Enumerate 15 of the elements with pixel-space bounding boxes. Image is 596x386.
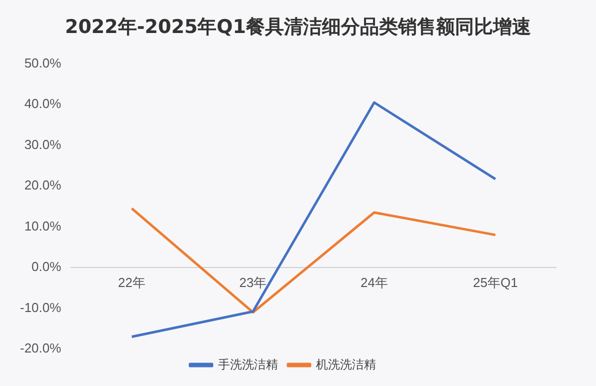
y-tick-label: 0.0% xyxy=(32,259,62,274)
y-tick-label: 40.0% xyxy=(24,96,62,112)
legend-label: 手洗洗洁精 xyxy=(218,357,278,372)
y-tick-label: 30.0% xyxy=(24,136,62,152)
legend-label: 机洗洗洁精 xyxy=(316,357,376,372)
chart-title: 2022年-2025年Q1餐具清洁细分品类销售额同比增速 xyxy=(64,15,532,40)
x-tick-label: 25年Q1 xyxy=(472,274,518,290)
y-tick-label: 10.0% xyxy=(24,218,62,234)
x-tick-label: 23年 xyxy=(239,274,267,290)
y-tick-label: 50.0% xyxy=(24,55,62,70)
y-tick-label: -20.0% xyxy=(20,340,62,356)
y-tick-label: -10.0% xyxy=(20,300,62,315)
x-tick-label: 22年 xyxy=(118,274,146,290)
x-tick-label: 24年 xyxy=(360,274,388,290)
y-tick-label: 20.0% xyxy=(24,178,62,193)
